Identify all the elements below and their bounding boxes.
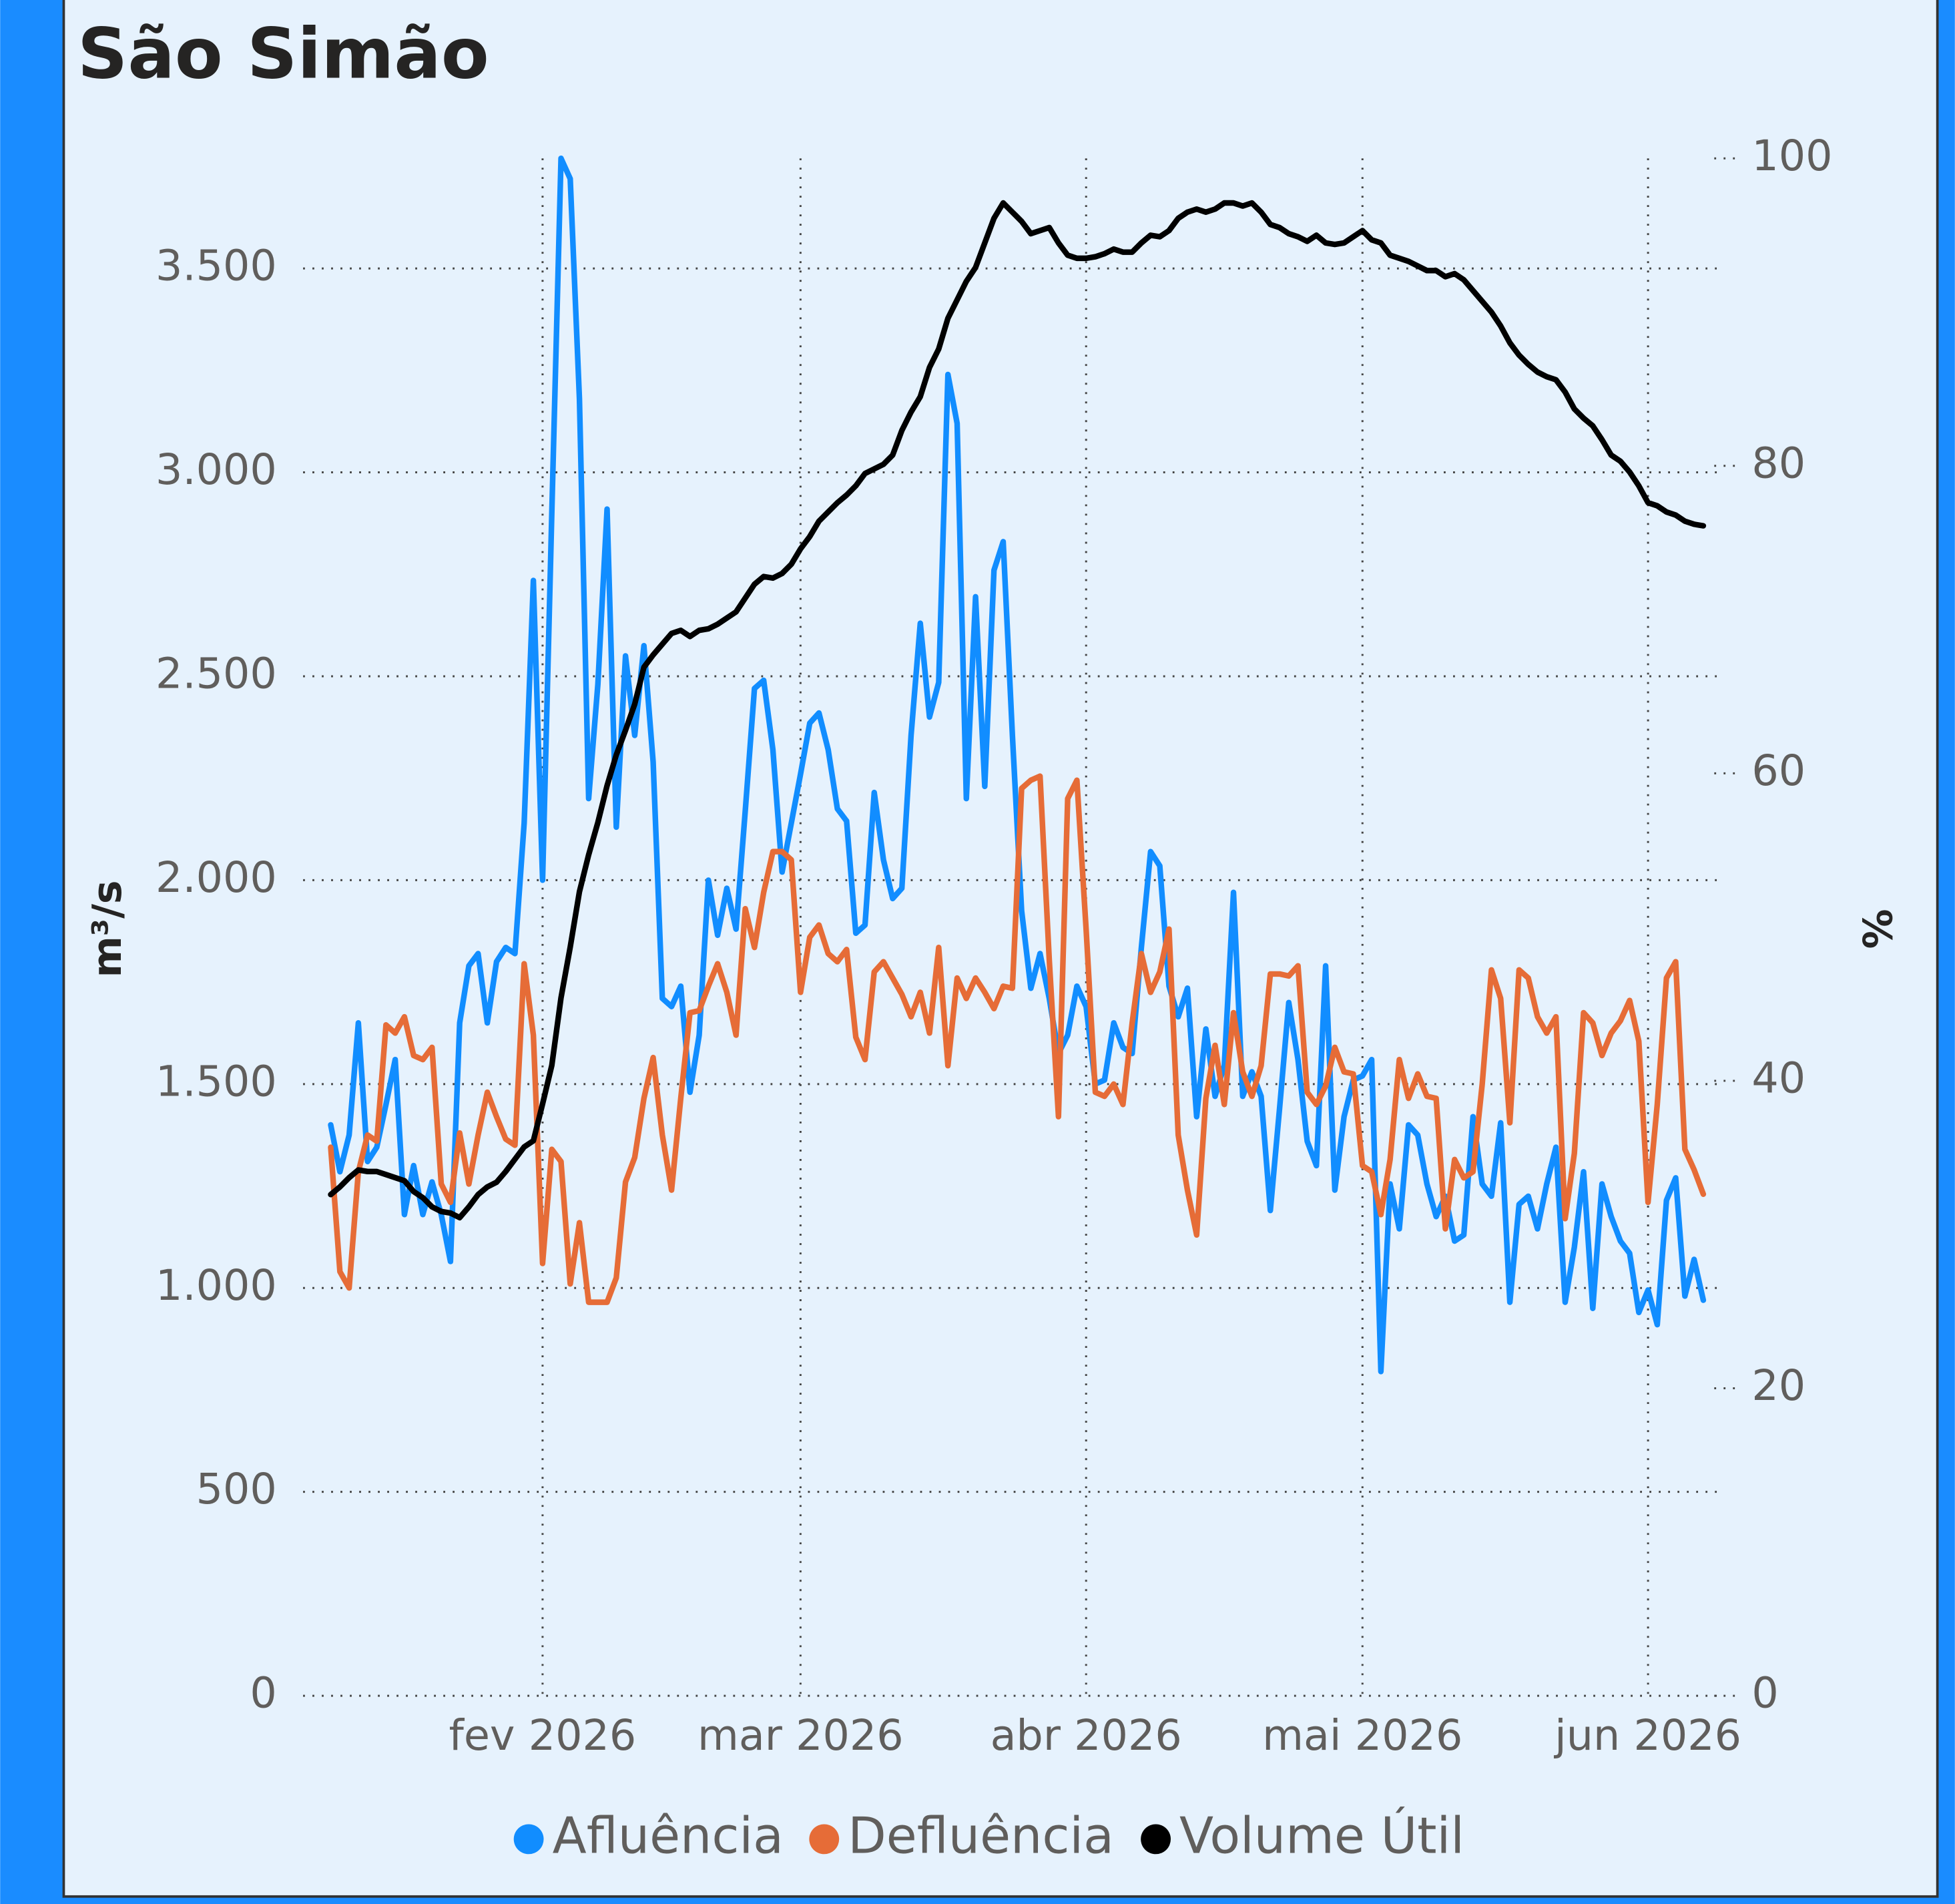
x-tick-label: abr 2026 — [991, 1710, 1182, 1760]
y-axis-title: m³/s — [85, 881, 131, 978]
legend-label: Afluência — [553, 1807, 784, 1865]
y2-tick-label: 0 — [1751, 1668, 1778, 1718]
y2-tick-label: 20 — [1751, 1361, 1805, 1410]
y-tick-label: 1.000 — [156, 1260, 277, 1310]
y2-axis-title: % — [1853, 909, 1899, 949]
legend-marker — [809, 1824, 840, 1855]
legend-label: Volume Útil — [1179, 1806, 1464, 1865]
x-tick-label: mar 2026 — [697, 1710, 904, 1760]
y2-tick-label: 60 — [1751, 746, 1805, 795]
series-line — [328, 155, 1707, 1375]
series-line — [328, 773, 1707, 1305]
x-tick-label: fev 2026 — [449, 1710, 637, 1760]
y-tick-label: 3.000 — [156, 445, 277, 494]
y-tick-label: 0 — [250, 1668, 276, 1718]
legend-marker — [1141, 1824, 1171, 1855]
x-tick-label: mai 2026 — [1262, 1710, 1462, 1760]
y-tick-label: 1.500 — [156, 1056, 277, 1106]
series-line — [328, 200, 1707, 1221]
y-tick-label: 2.000 — [156, 853, 277, 902]
x-tick-label: jun 2026 — [1553, 1710, 1741, 1760]
y-tick-label: 2.500 — [156, 649, 277, 698]
legend-label: Defluência — [848, 1807, 1114, 1865]
legend-marker — [513, 1824, 544, 1855]
y2-tick-label: 40 — [1751, 1053, 1805, 1103]
panel — [62, 0, 1939, 1898]
y-tick-label: 3.500 — [156, 241, 277, 290]
y2-tick-label: 80 — [1751, 438, 1805, 487]
y2-tick-label: 100 — [1751, 131, 1832, 180]
y-tick-label: 500 — [196, 1464, 277, 1513]
chart-title: São Simão — [77, 13, 489, 95]
